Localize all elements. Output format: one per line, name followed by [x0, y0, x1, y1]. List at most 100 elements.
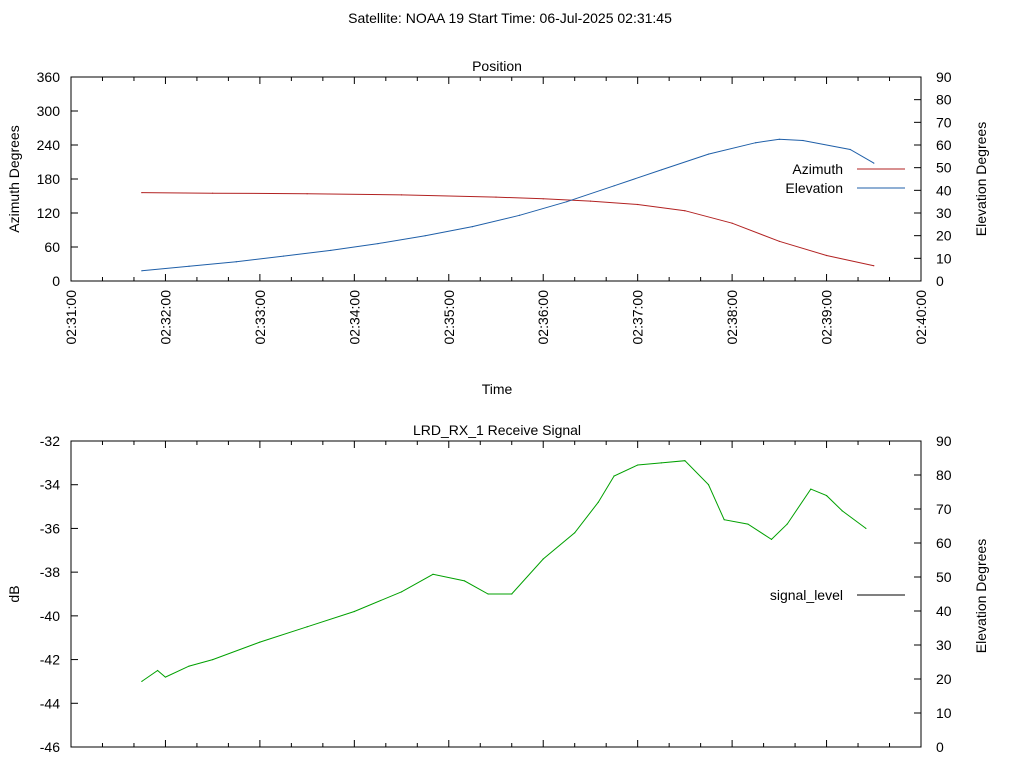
position-chart-title: Position	[472, 58, 522, 74]
position-y-tick-label: 180	[37, 171, 61, 187]
data-point-signal-level	[637, 464, 639, 466]
signal-plot-frame	[70, 440, 922, 748]
legend-label-elevation: Elevation	[785, 180, 843, 196]
signal-y2-tick-label: 0	[936, 739, 944, 755]
data-point-signal-level	[786, 523, 788, 525]
position-y2-axis-label: Elevation Degrees	[973, 122, 989, 236]
legend-label-signal-level: signal_level	[770, 587, 843, 603]
position-x-tick-label: 02:37:00	[630, 290, 646, 345]
series-line-signal-level	[141, 460, 867, 682]
data-point-elevation	[282, 255, 285, 257]
position-x-tick-label: 02:38:00	[724, 290, 740, 345]
data-point-elevation	[519, 214, 521, 216]
position-y-tick-label: 300	[37, 103, 61, 119]
position-x-tick-label: 02:33:00	[252, 290, 268, 345]
position-y2-tick-label: 40	[936, 182, 952, 198]
data-point-azimuth	[542, 198, 544, 200]
data-point-elevation	[424, 235, 426, 237]
position-y-tick-label: 120	[37, 205, 61, 221]
position-chart: Position Azimuth Degrees Elevation Degre…	[6, 58, 989, 397]
data-point-elevation	[802, 139, 804, 142]
data-point-signal-level	[810, 488, 812, 490]
position-y2-tick-label: 20	[936, 228, 952, 244]
data-point-signal-level	[212, 658, 214, 661]
data-point-elevation	[377, 243, 379, 245]
data-point-azimuth	[306, 193, 308, 195]
signal-y-tick-label: -46	[40, 739, 60, 755]
signal-y2-tick-label: 90	[936, 433, 952, 449]
signal-y2-tick-label: 30	[936, 637, 952, 653]
data-point-elevation	[873, 162, 875, 164]
data-point-elevation	[707, 153, 710, 155]
signal-y-tick-label: -34	[40, 477, 60, 493]
data-point-signal-level	[353, 610, 355, 613]
data-point-elevation	[188, 265, 190, 267]
position-y-tick-label: 60	[44, 239, 60, 255]
signal-chart-title: LRD_RX_1 Receive Signal	[413, 422, 581, 438]
signal-y-tick-label: -42	[40, 652, 60, 668]
position-x-tick-label: 02:32:00	[157, 290, 173, 345]
data-point-signal-level	[164, 676, 167, 678]
data-point-azimuth	[825, 254, 828, 257]
position-y-tick-label: 0	[52, 273, 60, 289]
signal-y-tick-label: -38	[40, 564, 60, 580]
data-point-signal-level	[463, 580, 466, 582]
position-x-tick-label: 02:36:00	[535, 290, 551, 345]
signal-chart: LRD_RX_1 Receive Signal dB Elevation Deg…	[6, 422, 989, 755]
legend-label-azimuth: Azimuth	[792, 161, 843, 177]
data-point-signal-level	[400, 591, 403, 593]
signal-y2-tick-label: 70	[936, 501, 952, 517]
signal-y2-tick-label: 80	[936, 467, 952, 483]
data-point-elevation	[235, 261, 237, 263]
signal-y2-tick-label: 10	[936, 705, 952, 721]
data-point-azimuth	[141, 192, 143, 194]
data-point-signal-level	[723, 519, 725, 521]
data-point-signal-level	[542, 558, 544, 560]
data-point-azimuth	[212, 192, 214, 194]
position-legend: Azimuth Elevation	[785, 161, 905, 196]
position-x-axis-label: Time	[482, 381, 513, 397]
data-point-signal-level	[511, 593, 513, 595]
data-point-signal-level	[684, 460, 686, 462]
data-point-signal-level	[747, 523, 749, 525]
signal-y2-tick-label: 50	[936, 569, 952, 585]
position-y2-tick-label: 80	[936, 92, 952, 108]
position-y2-tick-label: 90	[936, 69, 952, 85]
data-point-elevation	[849, 148, 851, 151]
data-point-elevation	[566, 201, 568, 203]
signal-y2-tick-label: 40	[936, 603, 952, 619]
data-point-azimuth	[778, 240, 780, 242]
data-point-elevation	[471, 226, 473, 228]
data-point-signal-level	[306, 626, 308, 628]
data-point-signal-level	[660, 462, 662, 464]
data-point-azimuth	[589, 200, 592, 202]
data-point-signal-level	[825, 495, 828, 497]
position-y2-tick-label: 10	[936, 250, 952, 266]
data-point-azimuth	[637, 203, 639, 206]
signal-y-tick-label: -44	[40, 695, 60, 711]
position-plot-frame	[70, 76, 922, 282]
position-y2-tick-label: 70	[936, 114, 952, 130]
position-x-tick-label: 02:34:00	[346, 290, 362, 345]
data-point-signal-level	[597, 501, 599, 503]
data-point-elevation	[755, 142, 757, 144]
signal-legend: signal_level	[770, 587, 905, 603]
data-point-azimuth	[684, 210, 686, 212]
data-point-signal-level	[707, 484, 710, 486]
position-y2-tick-label: 30	[936, 205, 952, 221]
data-point-elevation	[330, 249, 332, 251]
signal-y-tick-label: -32	[40, 433, 60, 449]
position-y2-tick-label: 50	[936, 160, 952, 176]
position-x-tick-label: 02:35:00	[441, 290, 457, 345]
signal-y-tick-label: -36	[40, 520, 60, 536]
data-point-signal-level	[865, 527, 867, 530]
data-point-signal-level	[259, 641, 261, 643]
data-point-elevation	[778, 138, 780, 140]
position-y-tick-label: 360	[37, 69, 61, 85]
data-point-azimuth	[400, 194, 403, 196]
series-line-elevation	[141, 138, 875, 272]
data-point-signal-level	[487, 593, 489, 595]
data-point-elevation	[141, 270, 143, 272]
data-point-azimuth	[495, 196, 497, 198]
signal-y-axis-label: dB	[6, 585, 22, 602]
